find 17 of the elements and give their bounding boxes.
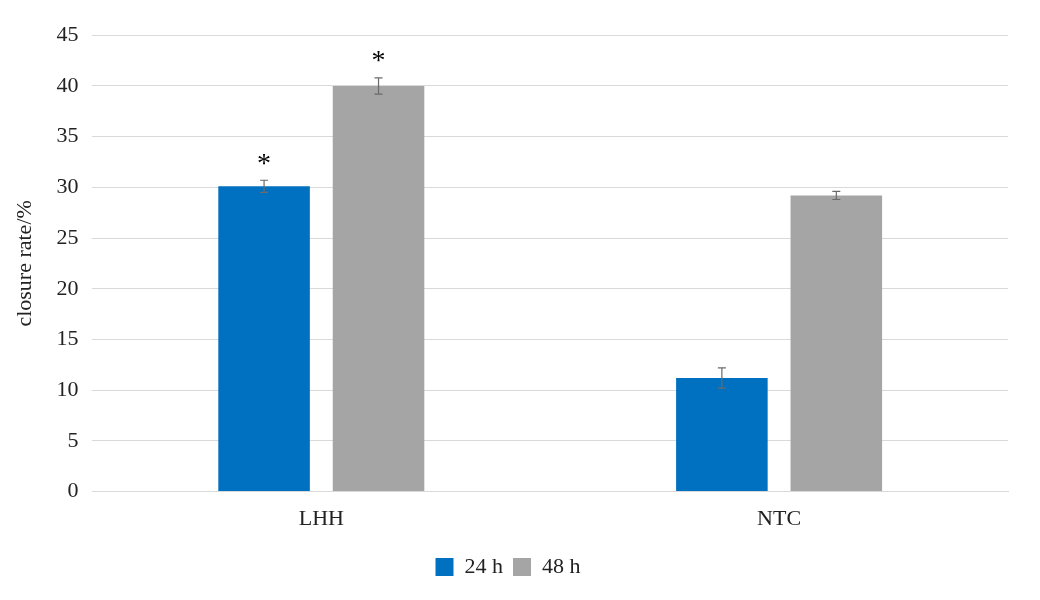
y-tick-label: 0	[67, 477, 79, 503]
y-tick-label: 20	[56, 274, 79, 300]
y-tick-label: 15	[56, 325, 79, 351]
y-tick-label: 10	[56, 375, 79, 401]
y-tick-label: 40	[56, 71, 79, 97]
y-axis-title: closure rate/%	[10, 200, 36, 327]
x-tick-label: LHH	[298, 504, 345, 530]
legend-label: 48 h	[542, 552, 581, 578]
x-tick-label: NTC	[757, 504, 802, 530]
annotation: *	[257, 146, 272, 178]
y-tick-label: 35	[56, 122, 79, 148]
y-tick-label: 25	[56, 223, 79, 249]
annotation: *	[371, 44, 386, 76]
y-tick-label: 30	[56, 173, 79, 199]
y-tick-label: 45	[56, 20, 79, 46]
legend-label: 24 h	[464, 552, 503, 578]
y-tick-label: 5	[67, 426, 79, 452]
